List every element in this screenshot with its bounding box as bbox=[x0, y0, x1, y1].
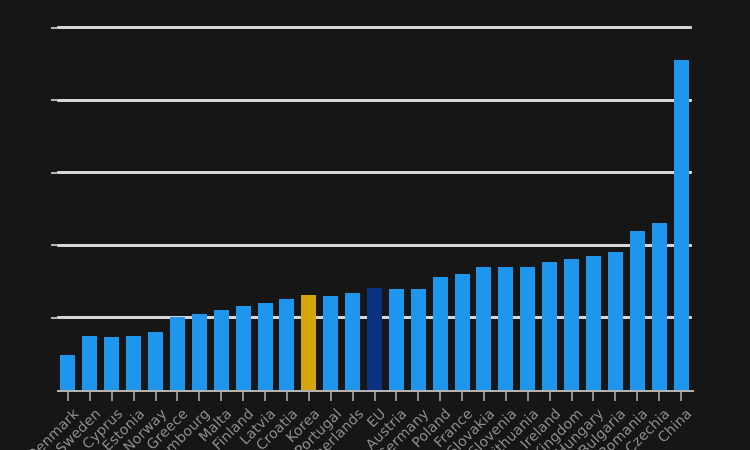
x-tick bbox=[373, 392, 376, 401]
bar bbox=[673, 60, 689, 390]
x-tick bbox=[264, 392, 267, 401]
y-axis-tick bbox=[51, 171, 57, 174]
x-axis-line bbox=[57, 390, 694, 392]
bar bbox=[585, 255, 601, 390]
x-tick bbox=[351, 392, 354, 401]
x-tick bbox=[88, 392, 91, 401]
bar bbox=[279, 298, 295, 390]
bar bbox=[520, 266, 536, 390]
bar bbox=[410, 288, 426, 390]
x-tick bbox=[636, 392, 639, 401]
bar bbox=[148, 332, 164, 390]
bar bbox=[257, 303, 273, 390]
gridline bbox=[57, 26, 692, 29]
bar bbox=[388, 288, 404, 390]
bar bbox=[169, 316, 185, 390]
x-tick bbox=[482, 392, 485, 401]
bar bbox=[476, 266, 492, 390]
bar bbox=[345, 292, 361, 390]
gridline bbox=[57, 98, 692, 102]
x-tick bbox=[395, 392, 398, 401]
x-tick bbox=[548, 392, 551, 401]
x-tick bbox=[242, 392, 245, 401]
bar-highlight-gold bbox=[301, 295, 317, 390]
x-tick bbox=[417, 392, 420, 401]
x-tick bbox=[285, 392, 288, 401]
x-tick bbox=[307, 392, 310, 401]
x-tick bbox=[176, 392, 179, 401]
x-tick bbox=[504, 392, 507, 401]
y-axis-tick bbox=[51, 26, 57, 29]
x-tick bbox=[329, 392, 332, 401]
bar bbox=[651, 222, 667, 390]
bar-highlight-navy bbox=[367, 287, 382, 390]
x-tick bbox=[680, 392, 683, 401]
bar bbox=[454, 274, 470, 390]
bar bbox=[542, 262, 558, 390]
bar bbox=[60, 355, 76, 390]
bar bbox=[235, 305, 251, 390]
x-tick bbox=[658, 392, 661, 401]
x-tick bbox=[132, 392, 135, 401]
x-tick bbox=[220, 392, 223, 401]
bar bbox=[104, 337, 120, 390]
bar bbox=[126, 335, 142, 390]
x-tick bbox=[110, 392, 113, 401]
x-tick bbox=[198, 392, 201, 401]
bar bbox=[629, 230, 645, 390]
bar bbox=[607, 251, 623, 390]
bar bbox=[432, 276, 448, 390]
bar bbox=[82, 335, 98, 390]
x-tick bbox=[439, 392, 442, 401]
y-axis-tick bbox=[51, 316, 57, 319]
y-axis-tick bbox=[51, 244, 57, 246]
x-tick bbox=[526, 392, 529, 401]
x-tick bbox=[592, 392, 595, 401]
bar bbox=[213, 309, 229, 390]
gridline bbox=[57, 243, 692, 247]
x-tick bbox=[66, 392, 69, 401]
bar bbox=[564, 258, 580, 390]
x-tick bbox=[570, 392, 573, 401]
bar bbox=[191, 313, 207, 390]
gridline bbox=[57, 171, 692, 174]
x-tick bbox=[461, 392, 464, 401]
bar bbox=[323, 295, 339, 390]
y-axis-tick bbox=[51, 99, 57, 101]
x-tick bbox=[614, 392, 617, 401]
x-tick bbox=[154, 392, 157, 401]
bar bbox=[498, 266, 514, 390]
